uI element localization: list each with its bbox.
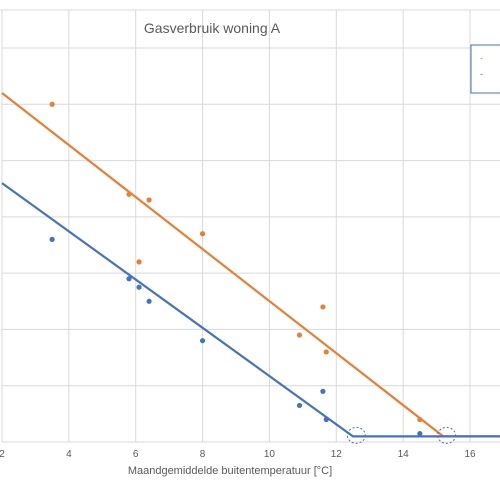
x-tick-label: 6	[133, 449, 139, 460]
data-point	[320, 304, 326, 310]
data-point	[146, 298, 152, 304]
data-point	[49, 101, 55, 107]
dashed-circle-annotation	[437, 426, 457, 444]
x-axis-label: Maandgemiddelde buitentemperatuur [°C]	[128, 465, 332, 477]
data-point	[323, 416, 329, 423]
data-point	[320, 388, 326, 394]
x-tick-label: 16	[464, 449, 476, 460]
data-point	[296, 332, 303, 338]
x-tick-label: 12	[331, 449, 343, 460]
x-tick-label: 2	[0, 449, 5, 460]
legend: --	[470, 44, 500, 94]
annotation-layer	[346, 426, 457, 444]
series-layer	[1, 92, 500, 438]
grid	[0, 9, 500, 443]
data-point	[323, 349, 329, 355]
x-tick-label: 4	[66, 449, 72, 460]
data-point	[296, 402, 303, 409]
data-point	[146, 197, 152, 203]
series-1	[1, 182, 500, 438]
dashed-circle-annotation	[346, 426, 366, 444]
data-point	[417, 416, 423, 423]
data-point	[136, 259, 142, 265]
data-point	[199, 338, 206, 344]
data-point	[126, 276, 132, 282]
x-tick-label: 10	[264, 449, 276, 460]
legend-box	[470, 44, 500, 94]
chart-title: Gasverbruik woning A	[144, 20, 281, 36]
legend-entry-0: -	[480, 53, 483, 63]
x-tick-label: 14	[398, 449, 410, 460]
data-point	[136, 284, 142, 290]
data-point	[49, 236, 55, 242]
x-tick-label: 8	[200, 449, 206, 460]
legend-entry-1: -	[480, 69, 483, 79]
data-point	[199, 231, 206, 237]
fit-line	[1, 182, 500, 438]
data-point	[126, 191, 132, 197]
data-point	[417, 430, 423, 437]
x-tick-labels: 2 4 6 8 10 12 14 16	[0, 449, 476, 460]
